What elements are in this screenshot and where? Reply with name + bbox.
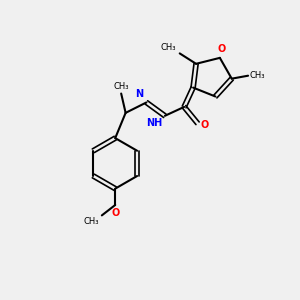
Text: CH₃: CH₃ <box>84 217 100 226</box>
Text: O: O <box>217 44 226 54</box>
Text: CH₃: CH₃ <box>250 71 265 80</box>
Text: N: N <box>135 89 143 100</box>
Text: O: O <box>111 208 119 218</box>
Text: CH₃: CH₃ <box>113 82 129 91</box>
Text: NH: NH <box>146 118 163 128</box>
Text: CH₃: CH₃ <box>161 43 176 52</box>
Text: O: O <box>200 120 209 130</box>
